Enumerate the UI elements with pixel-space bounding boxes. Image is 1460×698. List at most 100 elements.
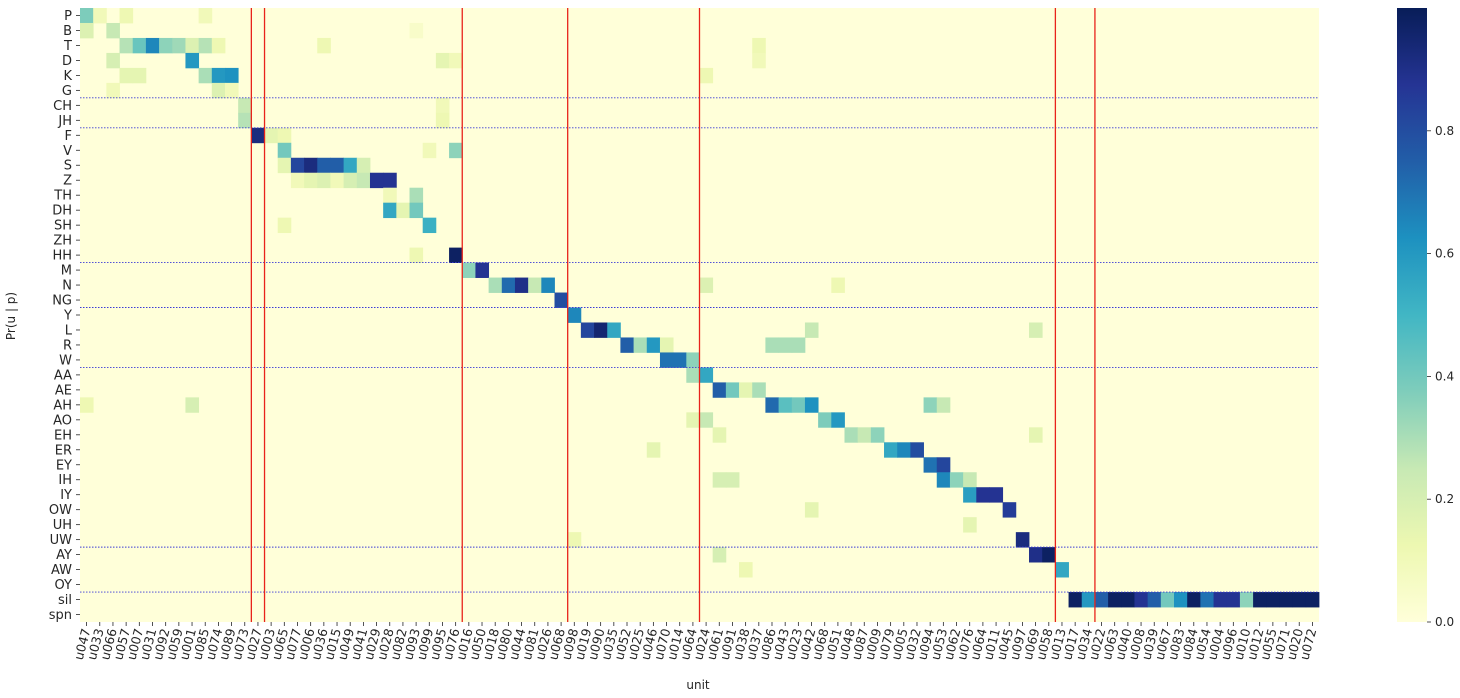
heatmap-cell <box>304 157 318 174</box>
heatmap-cell <box>791 337 806 353</box>
heatmap-cell <box>264 127 279 144</box>
y-tick-label: AY <box>56 548 72 563</box>
heatmap-cell <box>963 487 977 503</box>
heatmap-cell <box>752 37 766 54</box>
heatmap-cell <box>159 37 173 54</box>
heatmap-cell <box>1174 592 1188 608</box>
heatmap-cell <box>659 337 674 353</box>
heatmap-cell <box>435 112 450 129</box>
y-axis-label: Pr(u | p) <box>4 292 18 340</box>
heatmap-cell <box>224 67 239 84</box>
heatmap-cell <box>277 217 292 234</box>
y-tick-label: sil <box>58 593 72 608</box>
heatmap-cell <box>1029 547 1043 563</box>
heatmap-cell <box>145 37 160 54</box>
heatmap-cell <box>1015 532 1030 548</box>
heatmap-cell <box>699 277 714 293</box>
y-tick-label: OW <box>49 503 72 518</box>
y-tick-label: F <box>65 129 72 144</box>
heatmap-cell <box>778 337 793 353</box>
heatmap-cell <box>646 337 661 353</box>
heatmap-cell <box>1266 592 1280 608</box>
heatmap-cell <box>343 172 358 189</box>
heatmap-cell <box>1029 427 1043 443</box>
heatmap-cell <box>831 412 845 428</box>
heatmap-cell <box>804 322 819 338</box>
y-tick-label: N <box>62 279 72 294</box>
heatmap-cell <box>752 382 766 398</box>
heatmap-cell <box>923 457 938 473</box>
heatmap-cell <box>251 127 265 144</box>
heatmap-cell <box>422 217 437 234</box>
y-tick-label: ZH <box>53 234 72 249</box>
heatmap-cell <box>752 52 766 69</box>
heatmap-cell <box>725 382 740 398</box>
y-tick-label: AO <box>53 413 72 428</box>
heatmap-cell <box>857 427 872 443</box>
heatmap-cell <box>304 172 318 189</box>
heatmap-cell <box>844 427 859 443</box>
y-tick-label: AA <box>54 368 72 383</box>
heatmap-cell <box>277 127 292 144</box>
heatmap-cell <box>884 442 898 458</box>
heatmap-cell <box>949 472 964 488</box>
heatmap-cell <box>409 187 424 204</box>
heatmap-cell <box>646 442 661 458</box>
y-tick-label: G <box>62 84 72 99</box>
y-tick-label: K <box>63 69 72 84</box>
heatmap-cell <box>739 562 753 578</box>
heatmap-cell <box>1160 592 1175 608</box>
y-tick-labels: PBTDKGCHJHFVSZTHDHSHZHHHMNNGYLRWAAAEAHAO… <box>49 9 80 623</box>
heatmap-cell <box>132 67 147 84</box>
heatmap-cell <box>396 202 410 219</box>
heatmap-cell <box>699 412 714 428</box>
heatmap-cell <box>725 472 740 488</box>
y-tick-label: T <box>63 39 72 54</box>
heatmap-cell <box>870 427 885 443</box>
colorbar-tick-label: 0.0 <box>1435 615 1454 629</box>
heatmap-cell <box>712 427 727 443</box>
heatmap-cell <box>172 37 186 54</box>
y-tick-label: HH <box>52 249 72 264</box>
heatmap-cell <box>80 22 94 39</box>
heatmap-cell <box>1226 592 1241 608</box>
y-tick-label: TH <box>53 189 72 204</box>
heatmap-cell <box>1068 592 1083 608</box>
heatmap-cell <box>409 247 424 263</box>
y-tick-label: D <box>62 54 72 69</box>
heatmap-cell <box>659 352 674 368</box>
y-tick-label: IH <box>58 473 72 488</box>
heatmap-cell <box>290 157 305 174</box>
y-tick-label: EY <box>56 458 72 473</box>
heatmap-cell <box>567 307 582 323</box>
heatmap-cell <box>963 517 977 533</box>
heatmap-cell <box>238 112 252 129</box>
heatmap-cell <box>185 37 200 54</box>
heatmap-cell <box>317 37 331 54</box>
heatmap-cell <box>1305 592 1320 608</box>
y-tick-label: S <box>64 159 72 174</box>
heatmap-cell <box>1121 592 1135 608</box>
heatmap-cell <box>330 172 345 189</box>
y-tick-label: EH <box>54 428 72 443</box>
heatmap-cell <box>1292 592 1307 608</box>
heatmap-cell <box>238 97 252 114</box>
heatmap-cell <box>80 8 94 24</box>
heatmap-cell <box>475 262 490 278</box>
heatmap-cell <box>356 172 371 189</box>
colorbar-tick-label: 0.2 <box>1435 492 1454 506</box>
y-tick-label: Y <box>63 309 72 324</box>
heatmap-cell <box>1200 592 1214 608</box>
y-tick-label: NG <box>52 294 72 309</box>
heatmap-cell <box>778 397 793 413</box>
y-tick-label: P <box>64 9 72 24</box>
heatmap-cell <box>699 367 714 383</box>
heatmap-cell <box>119 37 134 54</box>
colorbar <box>1397 8 1427 622</box>
y-tick-label: UH <box>53 518 72 533</box>
heatmap-cell <box>211 37 226 54</box>
heatmap-cell <box>185 52 200 69</box>
heatmap-cell <box>910 442 924 458</box>
heatmap-cell <box>514 277 529 293</box>
